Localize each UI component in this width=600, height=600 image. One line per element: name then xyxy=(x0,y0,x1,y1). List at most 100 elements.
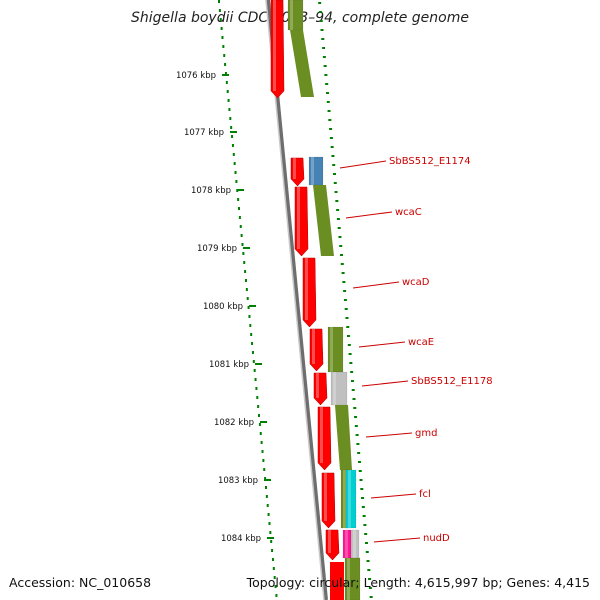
track-dot xyxy=(340,263,344,265)
gene-label: wcaE xyxy=(408,337,434,348)
tick-label: 1078 kbp xyxy=(191,186,231,196)
gene-arrow-shine xyxy=(297,187,300,249)
gene-arrow xyxy=(302,257,317,328)
track-dot xyxy=(332,164,336,166)
gc-dotted-track xyxy=(318,2,373,598)
track-dot xyxy=(343,290,347,292)
ruler-dot xyxy=(258,414,261,417)
label-leader xyxy=(373,537,421,543)
track-dot xyxy=(363,524,367,526)
ruler-dot xyxy=(224,63,227,66)
gene-block-grey-shine xyxy=(333,372,336,405)
gene-label: fcl xyxy=(419,489,431,500)
ruler-dot xyxy=(256,396,259,399)
ruler-dot xyxy=(242,252,245,255)
gene-block-shine xyxy=(347,558,350,600)
ruler-dot xyxy=(228,108,231,111)
track-dot xyxy=(324,74,328,76)
ruler-dot xyxy=(229,117,232,120)
ruler-dot xyxy=(257,405,260,408)
gene-block-shine xyxy=(290,0,293,30)
track-dot xyxy=(365,551,369,553)
ruler-dot xyxy=(232,153,235,156)
track-dot xyxy=(366,560,370,562)
track-dot xyxy=(354,416,358,418)
ruler-dot xyxy=(252,360,255,363)
track-dot xyxy=(369,596,373,598)
gene-label: wcaD xyxy=(402,277,430,288)
ruler-dot xyxy=(231,135,234,138)
gene-arrow-shine xyxy=(324,473,327,521)
tick-mark xyxy=(222,74,229,76)
gene-block-shine xyxy=(343,470,346,528)
ruler-dot xyxy=(239,225,242,228)
ruler-dot xyxy=(272,567,275,570)
ruler-dot xyxy=(269,531,272,534)
ruler-dot xyxy=(253,369,256,372)
ruler-dot xyxy=(224,72,227,75)
track-dot xyxy=(339,245,343,247)
gene-arrow xyxy=(313,372,328,406)
gene-arrow xyxy=(330,562,344,600)
tick-label: 1084 kbp xyxy=(221,534,261,544)
accession-text: Accession: NC_010658 xyxy=(9,575,152,590)
gene-arrow xyxy=(270,0,285,99)
gene-arrow-shine xyxy=(305,258,308,320)
tick-mark xyxy=(267,537,274,539)
gene-block-cyan-shine xyxy=(348,470,351,528)
tick-label: 1077 kbp xyxy=(184,128,224,138)
ruler-dot xyxy=(223,54,226,57)
track-dot xyxy=(367,569,371,571)
ruler-dot xyxy=(259,432,262,435)
track-dot xyxy=(341,272,345,274)
ruler-dot xyxy=(251,351,254,354)
tick-mark xyxy=(260,421,267,423)
gene-arrow xyxy=(309,328,324,372)
ruler-dot xyxy=(271,549,274,552)
track-dot xyxy=(325,92,329,94)
gene-arrow-shine xyxy=(320,407,323,463)
track-dot xyxy=(336,209,340,211)
gene-arrow xyxy=(317,406,332,471)
ruler-dot xyxy=(244,279,247,282)
track-dot xyxy=(325,83,329,85)
gene-label: SbBS512_E1174 xyxy=(389,156,471,167)
tick-mark xyxy=(249,305,256,307)
gene-labels: SbBS512_E1174 wcaC wcaD wcaE SbBS512_E1178gm… xyxy=(339,156,493,544)
gene-label: nudD xyxy=(423,533,450,544)
ruler-dot xyxy=(258,423,261,426)
tick-mark xyxy=(255,363,262,365)
ruler-dot xyxy=(251,342,254,345)
track-dot xyxy=(355,434,359,436)
track-dot xyxy=(336,218,340,220)
tick-mark xyxy=(237,189,244,191)
ruler-dot xyxy=(218,9,221,12)
tick-label: 1082 kbp xyxy=(214,418,254,428)
ruler-dot xyxy=(255,387,258,390)
track-dot xyxy=(349,362,353,364)
track-dot xyxy=(364,533,368,535)
ruler-dot xyxy=(226,90,229,93)
track-dot xyxy=(358,470,362,472)
track-dot xyxy=(350,371,354,373)
track-dot xyxy=(321,38,325,40)
gene-arrow xyxy=(294,186,309,257)
tick-label: 1083 kbp xyxy=(218,476,258,486)
track-dot xyxy=(318,2,322,4)
ruler-dot xyxy=(260,441,263,444)
track-dot xyxy=(327,110,331,112)
track-dot xyxy=(362,515,366,517)
track-dot xyxy=(322,56,326,58)
ruler-dot xyxy=(234,171,237,174)
gene-block-steel-shine xyxy=(311,157,314,185)
track-dot xyxy=(350,380,354,382)
ruler-dot xyxy=(243,261,246,264)
ruler-dot xyxy=(241,243,244,246)
ruler-dot xyxy=(240,234,243,237)
track-dot xyxy=(352,398,356,400)
gene-arrow-shine xyxy=(316,373,319,398)
track-dot xyxy=(322,47,326,49)
ruler-dot xyxy=(263,468,266,471)
ruler-dot xyxy=(265,495,268,498)
